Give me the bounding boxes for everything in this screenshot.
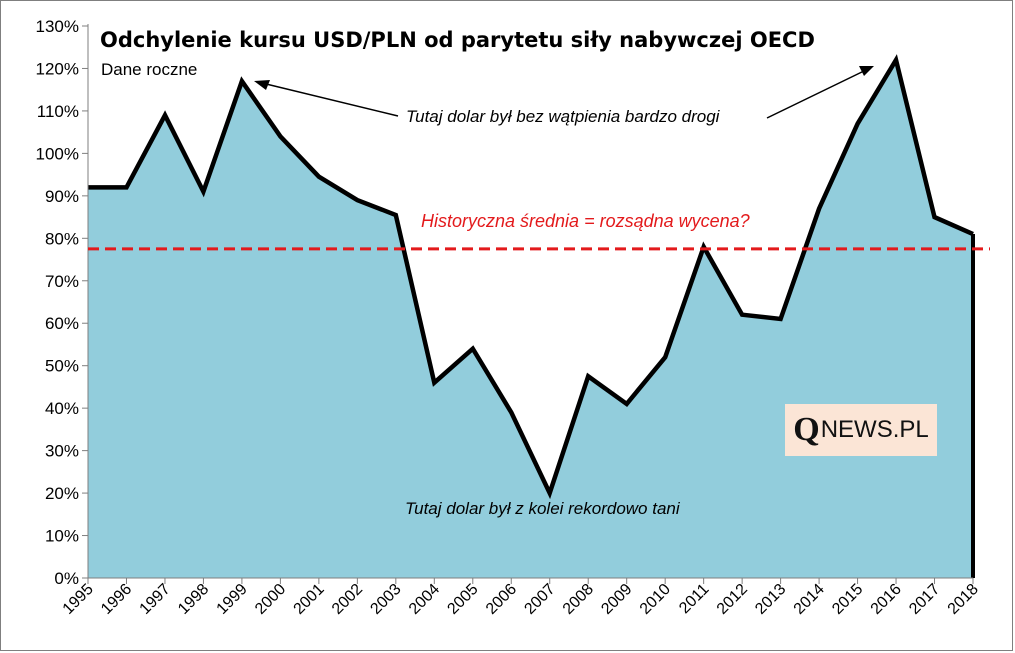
- arrow-left: [254, 80, 399, 117]
- y-tick-label: 100%: [36, 144, 79, 163]
- x-tick-label: 2008: [560, 581, 597, 618]
- x-tick-label: 2011: [676, 581, 712, 617]
- logo-q: Q: [793, 411, 820, 448]
- arrow-right: [766, 66, 874, 119]
- y-tick-label: 80%: [45, 229, 79, 248]
- annotation-expensive: Tutaj dolar był bez wątpienia bardzo dro…: [406, 107, 721, 126]
- annotation-cheap: Tutaj dolar był z kolei rekordowo tani: [405, 499, 681, 518]
- x-tick-label: 1997: [137, 581, 174, 618]
- y-tick-label: 110%: [37, 102, 79, 121]
- y-tick-label: 130%: [36, 17, 79, 36]
- y-tick-label: 120%: [36, 59, 79, 78]
- y-tick-label: 40%: [45, 399, 79, 418]
- x-tick-label: 2002: [329, 581, 366, 618]
- x-tick-label: 2014: [791, 581, 828, 618]
- x-tick-label: 1996: [98, 581, 135, 618]
- x-tick-label: 2003: [367, 581, 404, 618]
- y-tick-label: 10%: [45, 527, 79, 546]
- x-tick-label: 1998: [175, 581, 212, 618]
- area-layer: [88, 54, 975, 578]
- x-tick-label: 2004: [406, 581, 443, 618]
- y-tick-label: 20%: [45, 484, 79, 503]
- qnews-logo: Q NEWS.PL: [785, 404, 937, 456]
- axis-layer: [87, 24, 973, 579]
- x-tick-label: 2010: [637, 581, 674, 618]
- x-tick-label: 2018: [945, 581, 982, 618]
- x-tick-label: 2000: [252, 581, 289, 618]
- y-tick-label: 0%: [54, 569, 79, 588]
- x-tick-label: 2007: [521, 581, 558, 618]
- x-tick-label: 2009: [598, 581, 635, 618]
- x-tick-label: 2012: [714, 581, 751, 618]
- y-tick-label: 30%: [45, 442, 79, 461]
- y-tick-label: 50%: [45, 357, 79, 376]
- logo-text: NEWS.PL: [820, 416, 929, 443]
- chart-subtitle: Dane roczne: [101, 60, 197, 79]
- x-tick-label: 1999: [214, 581, 251, 618]
- x-tick-label: 2016: [868, 581, 905, 618]
- x-tick-label: 2001: [291, 581, 328, 618]
- y-tick-label: 60%: [45, 314, 79, 333]
- annotation-average: Historyczna średnia = rozsądna wycena?: [421, 211, 750, 231]
- y-tick-label: 90%: [45, 187, 79, 206]
- x-tick-label: 2006: [483, 581, 520, 618]
- y-tick-label: 70%: [45, 272, 79, 291]
- x-tick-label: 2015: [829, 581, 866, 618]
- y-tick-labels: 0% 10% 20% 30% 40% 50% 60% 70% 80% 90% 100% 110% 120…: [36, 17, 88, 588]
- x-tick-labels: 1995 1996 1997 1998 1999 2000 2001 2002 2003 2004…: [60, 578, 982, 618]
- x-tick-label: 2005: [444, 581, 481, 618]
- area-fill: [88, 60, 973, 578]
- x-tick-label: 2017: [906, 581, 943, 618]
- series-line: [88, 54, 974, 500]
- chart-title: Odchylenie kursu USD/PLN od parytetu sił…: [100, 28, 815, 52]
- x-tick-label: 2013: [752, 581, 789, 618]
